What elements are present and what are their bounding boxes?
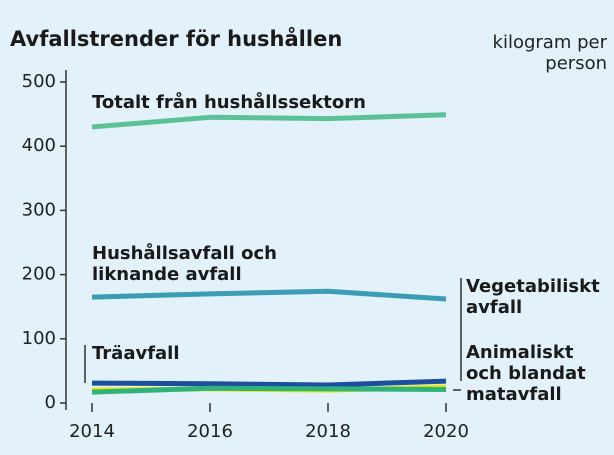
y-tick-label: 500 (22, 71, 56, 92)
series-label: Hushållsavfall och liknande avfall (92, 243, 277, 285)
series-label: Animaliskt och blandat matavfall (466, 342, 586, 405)
y-tick-label: 100 (22, 328, 56, 349)
series-label: Träavfall (92, 343, 180, 364)
chart-title: Avfallstrender för hushållen (10, 26, 342, 51)
series-line (91, 288, 447, 302)
x-tick-label: 2016 (187, 421, 233, 442)
unit-label: kilogram per person (492, 32, 607, 74)
series-label: Vegetabiliskt avfall (466, 276, 600, 318)
x-tick-label: 2018 (305, 421, 351, 442)
series-label: Totalt från hushållssektorn (92, 92, 366, 113)
x-tick-label: 2020 (423, 421, 469, 442)
y-tick-label: 0 (45, 392, 56, 413)
y-tick-label: 200 (22, 264, 56, 285)
series-line (91, 385, 447, 395)
series-line (91, 112, 447, 130)
y-tick-label: 300 (22, 199, 56, 220)
x-tick-label: 2014 (69, 421, 115, 442)
series-line (91, 378, 447, 388)
y-tick-label: 400 (22, 135, 56, 156)
